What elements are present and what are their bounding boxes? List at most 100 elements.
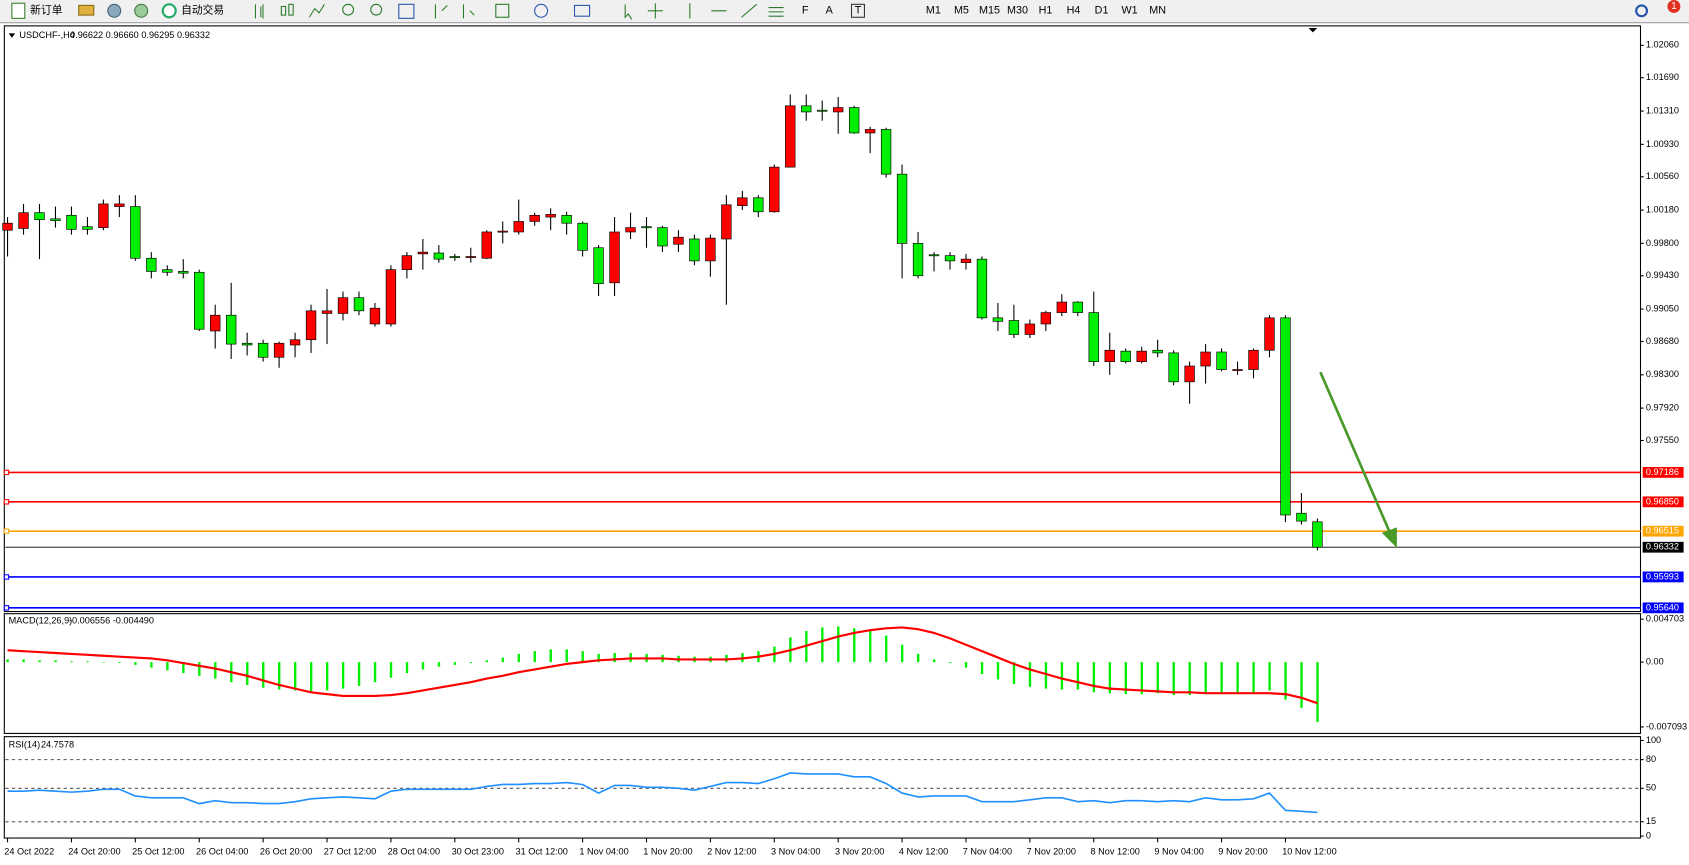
y-tick-label: 0.99050 (1646, 303, 1679, 313)
search-icon[interactable] (1635, 4, 1649, 18)
level-handle[interactable] (3, 499, 10, 505)
toolbar-icon[interactable]: A (826, 5, 834, 17)
toolbar-icon[interactable] (107, 3, 122, 18)
toolbar-icon[interactable] (850, 3, 865, 18)
candle-body (226, 314, 237, 345)
timeframe-button[interactable]: M5 (954, 5, 969, 17)
timeframe-button[interactable]: M30 (1007, 5, 1028, 17)
x-tick-label: 3 Nov 04:00 (771, 846, 820, 856)
macd-bar (517, 653, 521, 663)
macd-bar (389, 662, 393, 678)
macd-bar (485, 660, 489, 663)
macd-bar (597, 653, 600, 663)
macd-bar (1060, 662, 1064, 690)
macd-bar (405, 662, 409, 674)
candle-body (1120, 350, 1131, 362)
macd-bar (341, 662, 345, 689)
candle-body (50, 218, 61, 221)
macd-bar (1044, 662, 1048, 689)
macd-bar (1300, 662, 1303, 708)
candle-body (241, 342, 253, 346)
candle-body (896, 173, 908, 244)
candle-body (1040, 312, 1052, 325)
price-label-bg (1642, 541, 1684, 553)
auto-trading-button[interactable]: 自动交易 (181, 4, 224, 17)
candle-body (976, 258, 988, 319)
toolbar-icon[interactable]: F (802, 5, 809, 17)
macd-bar (262, 662, 265, 688)
x-tick-label: 25 Oct 12:00 (132, 846, 184, 856)
y-tick-label: 0.00 (1646, 657, 1664, 667)
arrow-head (1381, 527, 1397, 548)
arrow-shaft (1319, 371, 1392, 535)
macd-bar (309, 662, 313, 692)
notification-badge[interactable] (1667, 0, 1681, 13)
x-tick-label: 7 Nov 20:00 (1027, 846, 1076, 856)
x-tick-label: 1 Nov 20:00 (643, 846, 692, 856)
candle-body (82, 226, 93, 230)
x-tick-label: 9 Nov 04:00 (1154, 846, 1203, 856)
y-tick-label: 0.99430 (1646, 270, 1679, 280)
macd-bar (948, 662, 952, 664)
macd-bar (613, 652, 616, 663)
x-tick-label: 26 Oct 20:00 (260, 846, 312, 856)
timeframe-button[interactable]: W1 (1122, 5, 1138, 17)
y-tick-label: 0.99800 (1646, 238, 1679, 248)
candle-body (337, 297, 349, 314)
new-order-button[interactable]: 新订单 (30, 4, 63, 17)
auto-trading-icon[interactable] (161, 3, 177, 19)
candle-body (305, 310, 317, 341)
y-tick-label: 15 (1646, 816, 1656, 826)
level-handle[interactable] (3, 528, 10, 534)
rsi-title: RSI(14) (9, 740, 41, 750)
timeframe-button[interactable]: H4 (1067, 5, 1081, 17)
x-tick-label: 7 Nov 04:00 (963, 846, 1012, 856)
symbol-menu[interactable] (8, 33, 16, 38)
macd-bar (469, 662, 473, 664)
toolbar-icon[interactable]: T (855, 5, 862, 17)
macd-bar (38, 660, 41, 663)
candle-body (577, 222, 588, 251)
macd-bar (1220, 662, 1223, 694)
ohlc-values: 0.96622 0.96660 0.96295 0.96332 (70, 30, 210, 40)
macd-signal (7, 626, 1318, 705)
candle-body (593, 247, 604, 284)
level-handle[interactable] (3, 605, 10, 611)
rsi-panel (3, 736, 1642, 839)
macd-bar (1236, 662, 1239, 694)
y-tick-label: 0.98680 (1646, 336, 1679, 346)
timeframe-button[interactable]: D1 (1095, 5, 1109, 17)
toolbar-icon[interactable] (134, 3, 149, 18)
new-order-icon[interactable] (11, 2, 26, 19)
level-handle[interactable] (3, 574, 10, 580)
macd-bar (453, 662, 457, 665)
y-tick-label: 0.97920 (1646, 403, 1679, 413)
macd-bar (1140, 662, 1143, 695)
macd-bar (373, 662, 377, 683)
macd-bar (214, 662, 217, 679)
timeframe-button[interactable]: M15 (979, 5, 1000, 17)
x-tick-label: 24 Oct 2022 (4, 846, 54, 856)
candle-body (34, 212, 45, 221)
toolbar-icon[interactable] (78, 4, 95, 16)
candle-body (737, 197, 748, 207)
candle-body (194, 271, 205, 330)
y-tick-label: 0.97550 (1646, 435, 1679, 445)
price-label: 0.96515 (1646, 526, 1679, 536)
candle-body (178, 271, 189, 274)
candle-body (944, 255, 956, 262)
candle-body (1248, 349, 1259, 370)
x-tick-label: 28 Oct 04:00 (388, 846, 440, 856)
level-handle[interactable] (3, 469, 10, 476)
main-panel (3, 25, 1642, 613)
macd-bar (821, 627, 824, 663)
timeframe-button[interactable]: MN (1149, 5, 1166, 17)
candle-body (817, 109, 828, 112)
price-label-bg (1642, 602, 1684, 614)
macd-bar (54, 660, 57, 663)
timeframe-button[interactable]: H1 (1039, 5, 1053, 17)
chart-tools[interactable] (254, 3, 784, 20)
candle-body (162, 269, 173, 273)
price-label-bg (1642, 525, 1684, 537)
timeframe-button[interactable]: M1 (926, 5, 941, 17)
